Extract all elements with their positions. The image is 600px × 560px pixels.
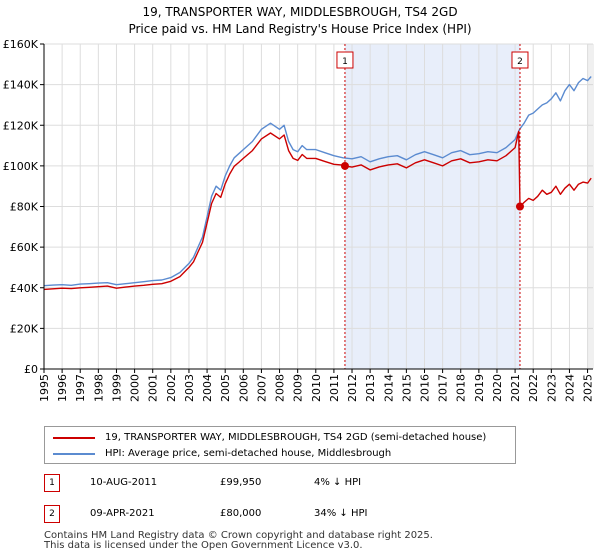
x-tick-label: 2023 — [545, 374, 558, 402]
x-tick-label: 2008 — [274, 374, 287, 402]
x-tick-label: 2006 — [237, 374, 250, 402]
x-tick-label: 2025 — [582, 374, 595, 402]
property-series-line — [43, 130, 592, 291]
sale-flag-label-2: 2 — [517, 57, 523, 67]
x-tick-label: 2004 — [201, 374, 214, 402]
sale-date-1: 10-AUG-2011 — [90, 477, 158, 488]
sale-badge-1: 1 — [44, 474, 60, 492]
footer-line-1: Contains HM Land Registry data © Crown c… — [44, 530, 433, 541]
x-tick-label: 2017 — [437, 374, 450, 402]
chart-title: 19, TRANSPORTER WAY, MIDDLESBROUGH, TS4 … — [142, 5, 458, 19]
x-tick-label: 2020 — [491, 374, 504, 402]
x-tick-label: 2007 — [255, 374, 268, 402]
x-tick-label: 2015 — [400, 374, 413, 402]
hpi-series-line — [43, 76, 592, 287]
x-tick-label: 2011 — [328, 374, 341, 402]
x-tick-label: 2013 — [364, 374, 377, 402]
x-tick-label: 2022 — [527, 374, 540, 402]
x-tick-label: 1999 — [110, 374, 123, 402]
sale-marker-2 — [515, 202, 524, 211]
x-tick-label: 2010 — [310, 374, 323, 402]
x-tick-label: 2001 — [147, 374, 160, 402]
sale-hpi-2: 34% ↓ HPI — [314, 508, 368, 519]
y-tick-label: £120K — [3, 119, 39, 132]
y-tick-label: £160K — [3, 38, 39, 51]
y-tick-label: £140K — [3, 79, 39, 92]
sale-row-1: 1 10-AUG-2011 £99,950 4% ↓ HPI — [44, 474, 600, 494]
x-tick-label: 1998 — [92, 374, 105, 402]
sale-price-1: £99,950 — [220, 477, 262, 488]
sale-marker-1 — [340, 161, 349, 170]
footer: Contains HM Land Registry data © Crown c… — [44, 531, 433, 551]
y-tick-label: £20K — [10, 322, 39, 335]
x-tick-label: 2016 — [418, 374, 431, 402]
x-tick-label: 2024 — [563, 374, 576, 402]
y-tick-label: £40K — [10, 282, 39, 295]
legend: 19, TRANSPORTER WAY, MIDDLESBROUGH, TS4 … — [44, 426, 516, 464]
x-tick-label: 1997 — [74, 374, 87, 402]
chart-area: 1 2 £0 £20K £40K £60K £80K £100K £120K £140K £160… — [3, 38, 595, 402]
legend-label-property: 19, TRANSPORTER WAY, MIDDLESBROUGH, TS4 … — [105, 432, 487, 443]
x-tick-label: 2003 — [183, 374, 196, 402]
x-tick-label: 1996 — [56, 374, 69, 402]
sale-flag-box-1 — [336, 51, 354, 69]
legend-swatch-hpi — [53, 452, 95, 455]
x-tick-label: 2021 — [509, 374, 522, 402]
legend-item-hpi: HPI: Average price, semi-detached house,… — [53, 448, 391, 459]
sale-badge-2: 2 — [44, 505, 60, 523]
x-tick-label: 2000 — [129, 374, 142, 402]
x-tick-label: 2002 — [165, 374, 178, 402]
x-tick-label: 2019 — [473, 374, 486, 402]
chart-subtitle: Price paid vs. HM Land Registry's House … — [128, 22, 472, 36]
sale-hpi-1: 4% ↓ HPI — [314, 477, 362, 488]
legend-swatch-property — [53, 436, 95, 439]
legend-label-hpi: HPI: Average price, semi-detached house,… — [105, 448, 392, 459]
y-tick-label: £100K — [3, 160, 39, 173]
sale-row-2: 2 09-APR-2021 £80,000 34% ↓ HPI — [44, 505, 600, 525]
footer-line-2: This data is licensed under the Open Gov… — [44, 540, 363, 551]
sale-flag-box-2 — [511, 51, 529, 69]
x-tick-label: 2009 — [292, 374, 305, 402]
legend-item-property: 19, TRANSPORTER WAY, MIDDLESBROUGH, TS4 … — [53, 432, 486, 443]
sale-flag-label-1: 1 — [342, 57, 348, 67]
x-tick-label: 2012 — [346, 374, 359, 402]
y-tick-label: £60K — [10, 241, 39, 254]
sale-date-2: 09-APR-2021 — [90, 508, 155, 519]
y-tick-label: £0 — [24, 363, 38, 376]
x-tick-label: 2018 — [455, 374, 468, 402]
x-tick-label: 2005 — [219, 374, 232, 402]
x-tick-label: 2014 — [382, 374, 395, 402]
y-tick-label: £80K — [10, 201, 39, 214]
sale-price-2: £80,000 — [220, 508, 262, 519]
x-tick-label: 1995 — [38, 374, 51, 402]
